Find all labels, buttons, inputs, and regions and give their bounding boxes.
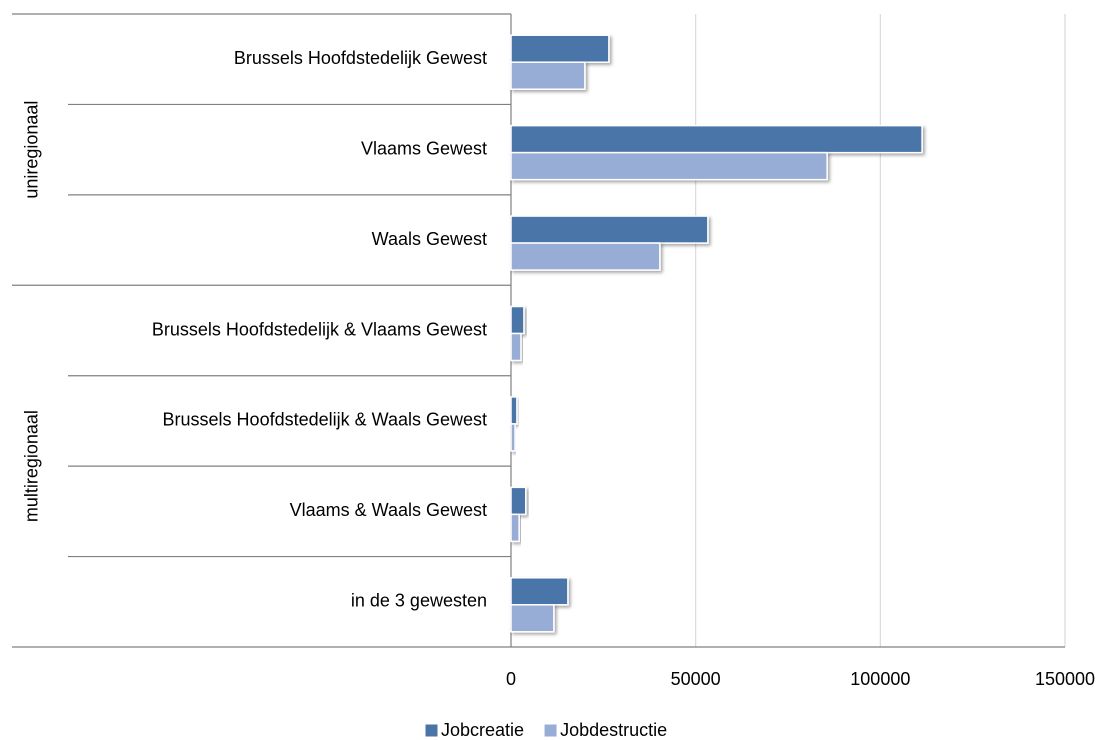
x-tick-label: 50000 [671, 669, 721, 689]
bar [510, 486, 527, 516]
bar [510, 215, 709, 244]
bar [510, 604, 555, 633]
bar [510, 305, 525, 335]
group-label: uniregionaal [22, 101, 42, 199]
y-tick-label: in de 3 gewesten [351, 591, 487, 611]
legend-label: Jobdestructie [560, 720, 667, 740]
y-tick-label: Waals Gewest [372, 229, 487, 249]
y-tick-label: Vlaams Gewest [361, 138, 487, 158]
bar [510, 242, 661, 271]
y-tick-label: Vlaams & Waals Gewest [290, 500, 487, 520]
y-tick-label: Brussels Hoofdstedelijk Gewest [234, 48, 487, 68]
legend-swatch [424, 723, 439, 738]
x-tick-label: 0 [506, 669, 516, 689]
bar [510, 396, 518, 425]
bar [510, 151, 828, 181]
bar [510, 34, 610, 63]
y-tick-label: Brussels Hoofdstedelijk & Vlaams Gewest [152, 319, 487, 339]
bar [510, 577, 569, 606]
group-label: multiregionaal [22, 410, 42, 522]
x-tick-label: 150000 [1035, 669, 1095, 689]
bar [510, 513, 520, 543]
legend-label: Jobcreatie [441, 720, 524, 740]
bar [510, 332, 522, 362]
x-tick-label: 100000 [850, 669, 910, 689]
y-tick-label: Brussels Hoofdstedelijk & Waals Gewest [163, 410, 487, 430]
legend-swatch [543, 723, 558, 738]
bar [510, 61, 586, 90]
bar [510, 124, 923, 154]
bar [510, 423, 516, 452]
